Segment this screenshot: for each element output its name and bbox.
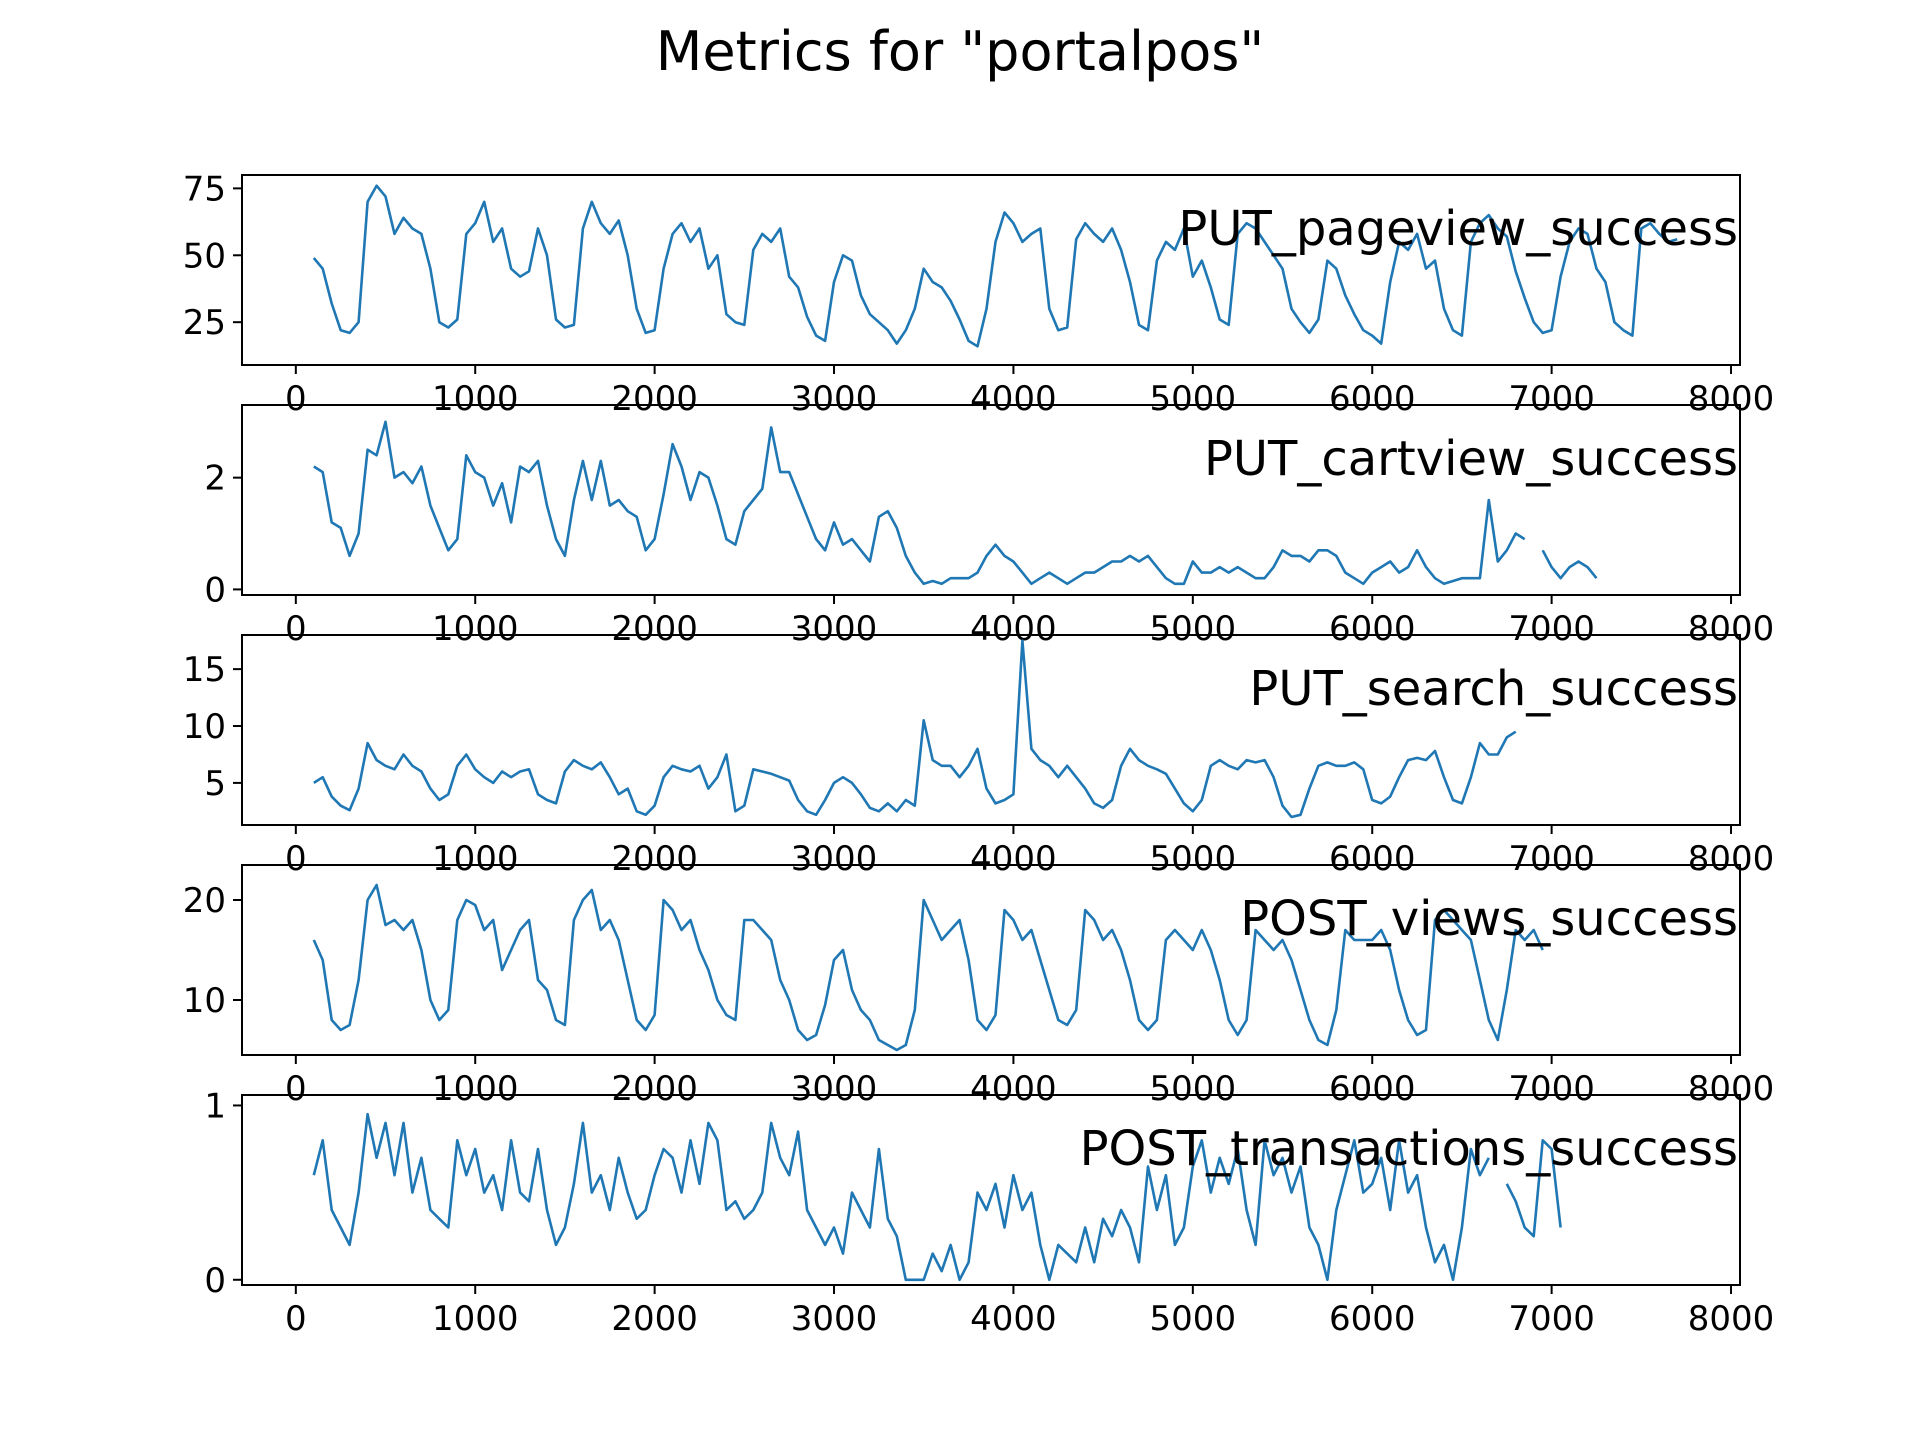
panel-label-POST_transactions_success: POST_transactions_success xyxy=(1080,1121,1738,1177)
x-tick-label: 5000 xyxy=(1150,609,1237,649)
x-tick-label: 4000 xyxy=(970,609,1057,649)
series-line-PUT_search_success xyxy=(313,639,1517,819)
x-tick-label: 8000 xyxy=(1688,839,1775,879)
x-tick-label: 0 xyxy=(285,379,307,419)
y-tick-label: 0 xyxy=(204,570,226,610)
axes-frame xyxy=(241,404,1741,596)
x-tick-label: 6000 xyxy=(1329,609,1416,649)
x-tick-label: 6000 xyxy=(1329,379,1416,419)
y-tick-label: 25 xyxy=(183,303,226,343)
series-line-POST_transactions_success xyxy=(312,1112,1562,1282)
x-tick-label: 1000 xyxy=(432,839,519,879)
x-tick-label: 4000 xyxy=(970,1069,1057,1109)
x-tick-label: 7000 xyxy=(1508,839,1595,879)
panel-PUT_search_success: 5 10 15 0 1000 2000 3000 4000 5000 6000 7000 8000 PU… xyxy=(183,634,1775,879)
y-tick-label: 5 xyxy=(204,764,226,804)
panel-label-PUT_pageview_success: PUT_pageview_success xyxy=(1178,201,1738,257)
chart-title: Metrics for "portalpos" xyxy=(655,20,1265,83)
x-tick-label: 3000 xyxy=(791,839,878,879)
x-tick-label: 8000 xyxy=(1688,379,1775,419)
panel-label-PUT_search_success: PUT_search_success xyxy=(1249,661,1738,717)
series-line-POST_views_success xyxy=(312,883,1544,1052)
y-tick-label: 0 xyxy=(204,1261,226,1301)
x-tick-label: 1000 xyxy=(432,609,519,649)
x-tick-label: 4000 xyxy=(970,379,1057,419)
x-tick-label: 7000 xyxy=(1508,609,1595,649)
x-tick-label: 2000 xyxy=(611,1299,698,1339)
x-tick-label: 0 xyxy=(285,1069,307,1109)
x-tick-label: 7000 xyxy=(1508,379,1595,419)
axes-frame xyxy=(241,1094,1741,1286)
x-tick-label: 6000 xyxy=(1329,1069,1416,1109)
x-tick-label: 5000 xyxy=(1150,1299,1237,1339)
x-tick-label: 6000 xyxy=(1329,839,1416,879)
x-tick-label: 1000 xyxy=(432,379,519,419)
panel-label-PUT_cartview_success: PUT_cartview_success xyxy=(1204,431,1738,487)
y-tick-label: 15 xyxy=(183,650,226,690)
x-tick-label: 3000 xyxy=(791,609,878,649)
x-tick-label: 4000 xyxy=(970,839,1057,879)
x-tick-label: 7000 xyxy=(1508,1069,1595,1109)
panel-PUT_pageview_success: 25 50 75 0 1000 2000 3000 4000 5000 6000 7000 8000 P… xyxy=(183,169,1775,419)
x-tick-label: 7000 xyxy=(1508,1299,1595,1339)
x-tick-label: 6000 xyxy=(1329,1299,1416,1339)
y-tick-label: 1 xyxy=(204,1086,226,1126)
x-tick-label: 8000 xyxy=(1688,609,1775,649)
x-tick-label: 8000 xyxy=(1688,1299,1775,1339)
panel-PUT_cartview_success: 0 2 0 1000 2000 3000 4000 5000 6000 7000 8000 PUT_c… xyxy=(204,404,1775,649)
series-line-PUT_cartview_success xyxy=(313,420,1598,586)
x-tick-label: 8000 xyxy=(1688,1069,1775,1109)
x-tick-label: 1000 xyxy=(432,1299,519,1339)
y-tick-label: 2 xyxy=(204,459,226,499)
panel-POST_views_success: 10 20 0 1000 2000 3000 4000 5000 6000 7000 8000 POS… xyxy=(183,864,1775,1109)
x-tick-label: 2000 xyxy=(611,839,698,879)
x-tick-label: 2000 xyxy=(611,609,698,649)
x-tick-label: 0 xyxy=(285,839,307,879)
panel-POST_transactions_success: 0 1 0 1000 2000 3000 4000 5000 6000 7000 8000 POST_… xyxy=(204,1086,1774,1339)
y-tick-label: 50 xyxy=(183,236,226,276)
y-tick-label: 75 xyxy=(183,169,226,209)
x-tick-label: 3000 xyxy=(791,379,878,419)
axes-frame xyxy=(241,864,1741,1056)
x-tick-label: 2000 xyxy=(611,379,698,419)
x-tick-label: 4000 xyxy=(970,1299,1057,1339)
x-tick-label: 2000 xyxy=(611,1069,698,1109)
axes-frame xyxy=(241,634,1741,826)
x-tick-label: 5000 xyxy=(1150,1069,1237,1109)
y-tick-label: 20 xyxy=(183,881,226,921)
x-tick-label: 5000 xyxy=(1150,839,1237,879)
x-tick-label: 0 xyxy=(285,1299,307,1339)
x-tick-label: 1000 xyxy=(432,1069,519,1109)
axes-frame xyxy=(241,174,1741,366)
panel-label-POST_views_success: POST_views_success xyxy=(1240,891,1738,947)
x-tick-label: 0 xyxy=(285,609,307,649)
x-tick-label: 3000 xyxy=(791,1299,878,1339)
y-tick-label: 10 xyxy=(183,981,226,1021)
series-line-PUT_pageview_success xyxy=(312,184,1678,348)
x-tick-label: 5000 xyxy=(1150,379,1237,419)
y-tick-label: 10 xyxy=(183,707,226,747)
x-tick-label: 3000 xyxy=(791,1069,878,1109)
